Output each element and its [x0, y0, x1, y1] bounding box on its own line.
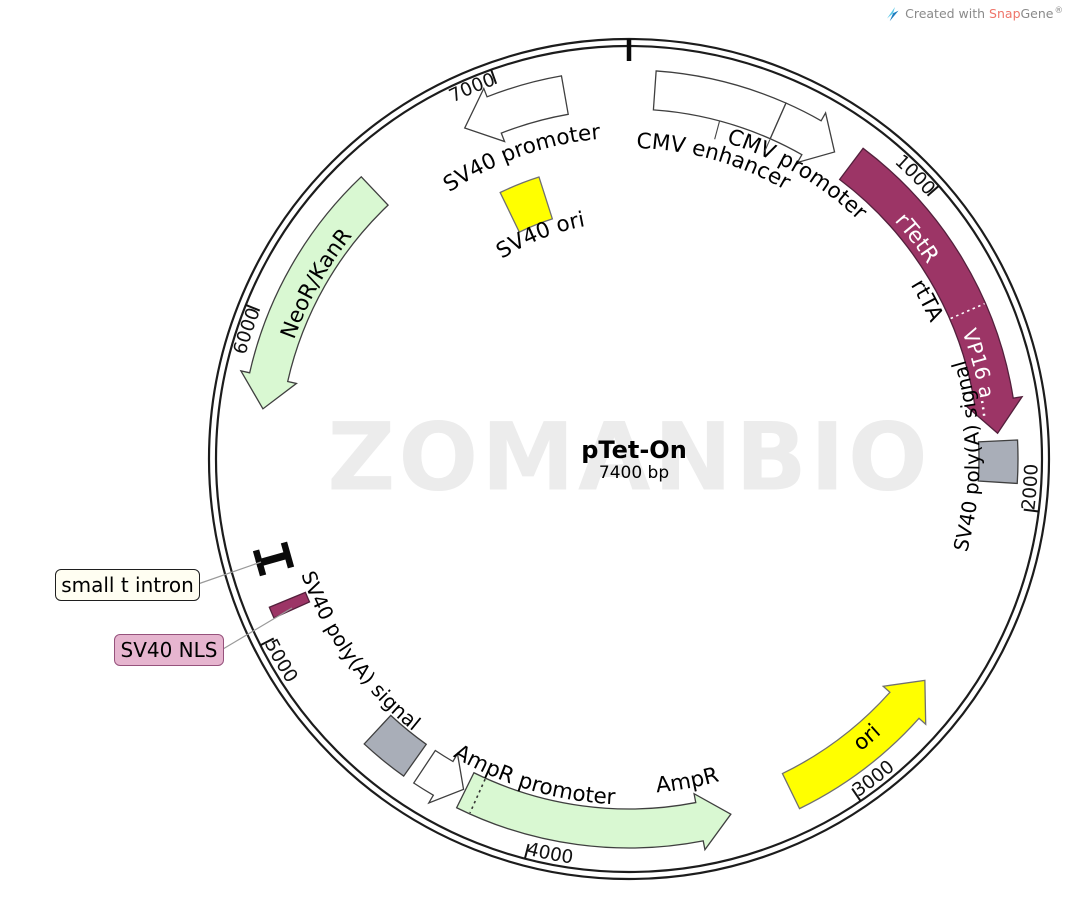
callout-sv40-nls-text: SV40 NLS — [120, 638, 218, 662]
feature-cmv-promoter[interactable] — [769, 102, 836, 164]
feature-rtta[interactable] — [838, 147, 1024, 435]
snapgene-credit: Created with SnapGene® — [885, 6, 1063, 22]
callout-leader-small-t-intron — [197, 561, 262, 585]
watermark: ZOMANBIO — [327, 403, 931, 513]
callout-leader-sv40-nls — [222, 607, 293, 650]
feature-sv40-polya-left[interactable] — [363, 714, 428, 777]
feature-ori[interactable] — [781, 679, 927, 810]
feature-sv40-polya-right[interactable] — [977, 439, 1019, 485]
feature-small-t-intron-marker[interactable] — [252, 541, 295, 577]
plasmid-size: 7400 bp — [598, 463, 670, 484]
feature-sv40-nls-marker[interactable] — [268, 591, 311, 619]
callout-small-t-intron-text: small t intron — [61, 573, 194, 597]
feature-cmv-enhancer[interactable] — [652, 70, 787, 140]
tick-label-5000: 5000 — [260, 636, 302, 687]
feature-ampr-promoter[interactable] — [412, 749, 465, 805]
feature-divider-ampr — [469, 778, 486, 814]
feature-ampr[interactable] — [455, 771, 732, 852]
plasmid-title-block: pTet-On 7400 bp — [581, 437, 687, 484]
tick-5000: 5000 — [260, 636, 302, 687]
credit-text: Created with SnapGene® — [905, 6, 1063, 22]
plasmid-name: pTet-On — [581, 436, 687, 464]
ampr-label[interactable]: AmpR — [655, 763, 722, 799]
radial-leader-0 — [714, 121, 720, 140]
callout-sv40-nls[interactable]: SV40 NLS — [114, 634, 224, 666]
feature-sv40-promoter[interactable] — [463, 75, 569, 143]
callout-small-t-intron[interactable]: small t intron — [55, 569, 200, 601]
snapgene-logo-icon — [887, 7, 899, 22]
tick-2000: 2000 — [1018, 464, 1043, 513]
radial-leader-1 — [764, 139, 771, 152]
sv40-polya-left-label[interactable]: SV40 poly(A) signal — [296, 568, 425, 736]
feature-sv40-ori-marker[interactable] — [499, 176, 554, 233]
feature-divider-rtta — [950, 302, 985, 320]
tick-label-2000: 2000 — [1018, 464, 1042, 512]
feature-neor-kanr[interactable] — [239, 175, 389, 410]
